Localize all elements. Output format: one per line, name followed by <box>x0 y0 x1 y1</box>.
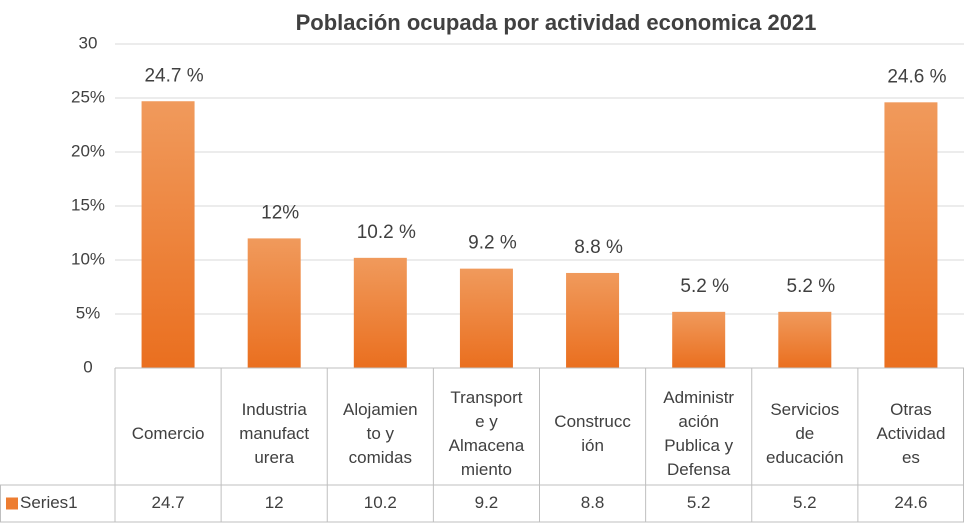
y-tick-label: 5% <box>76 303 101 322</box>
x-tick-label: comidas <box>349 448 412 467</box>
table-value: 24.7 <box>152 493 185 512</box>
data-label: 5.2 % <box>787 276 836 297</box>
table-value: 5.2 <box>793 493 817 512</box>
table-value: 24.6 <box>894 493 927 512</box>
x-tick-label: Otras <box>890 400 932 419</box>
x-tick-label: de <box>795 424 814 443</box>
bar <box>566 272 620 368</box>
x-tick-label: Transport <box>450 388 522 407</box>
data-label: 9.2 % <box>468 233 517 254</box>
data-label: 10.2 % <box>357 222 416 243</box>
data-label: 24.6 % <box>887 66 946 87</box>
x-tick-label: miento <box>461 460 512 479</box>
x-tick-label: Comercio <box>132 424 205 443</box>
bar <box>778 311 832 368</box>
x-tick-label: Alojamien <box>343 400 418 419</box>
x-tick-label: Administr <box>663 388 734 407</box>
chart-title: Población ocupada por actividad economic… <box>296 10 817 35</box>
legend-swatch <box>6 497 18 510</box>
x-tick-label: educación <box>766 448 844 467</box>
table-value: 9.2 <box>475 493 499 512</box>
x-tick-label: manufact <box>239 424 309 443</box>
data-label: 5.2 % <box>680 276 729 297</box>
x-tick-label: es <box>902 448 920 467</box>
data-label: 8.8 % <box>574 237 623 258</box>
table-value: 10.2 <box>364 493 397 512</box>
x-tick-label: ación <box>678 412 719 431</box>
y-tick-label: 15% <box>71 195 105 214</box>
y-tick-label: 10% <box>71 249 105 268</box>
x-tick-label: Almacena <box>449 436 525 455</box>
bar <box>459 268 513 368</box>
x-tick-label: e y <box>475 412 498 431</box>
bar <box>672 311 726 368</box>
data-label: 12% <box>261 202 299 223</box>
y-tick-label: 30 <box>79 33 98 52</box>
bar <box>353 257 407 368</box>
bar <box>247 238 301 368</box>
bar <box>141 101 195 369</box>
x-tick-label: urera <box>254 448 294 467</box>
x-tick-label: Defensa <box>667 460 731 479</box>
x-tick-label: Construcc <box>554 412 631 431</box>
x-tick-label: to y <box>367 424 395 443</box>
x-tick-label: Publica y <box>664 436 733 455</box>
table-value: 8.8 <box>581 493 605 512</box>
legend-label: Series1 <box>20 493 78 512</box>
x-tick-label: Actividad <box>876 424 945 443</box>
table-value: 12 <box>265 493 284 512</box>
x-tick-label: ión <box>581 436 604 455</box>
bar <box>884 102 938 368</box>
y-tick-label: 25% <box>71 87 105 106</box>
y-tick-label: 0 <box>83 357 92 376</box>
x-tick-label: Industria <box>242 400 308 419</box>
x-tick-label: Servicios <box>770 400 839 419</box>
table-value: 5.2 <box>687 493 711 512</box>
data-label: 24.7 % <box>144 65 203 86</box>
y-tick-label: 20% <box>71 141 105 160</box>
